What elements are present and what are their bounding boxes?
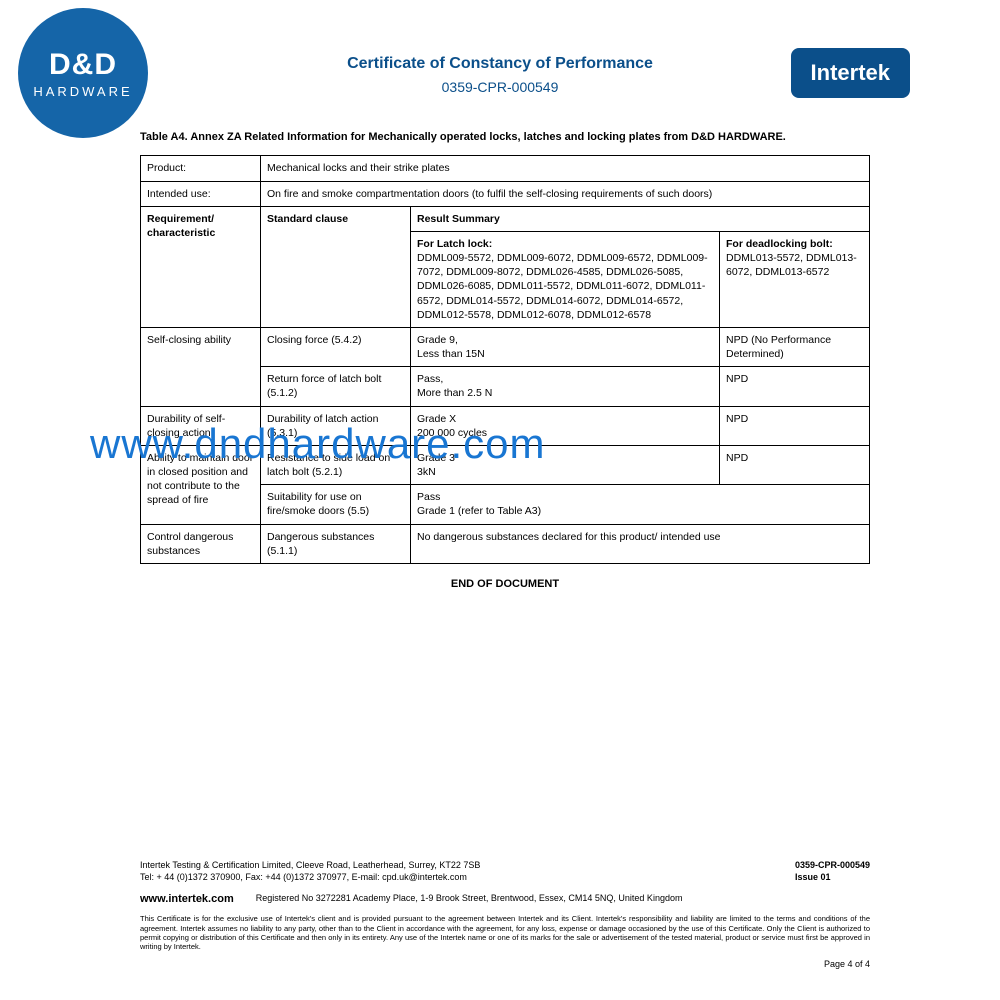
footer-row-address: Intertek Testing & Certification Limited… — [140, 859, 870, 883]
cell-std: Suitability for use on fire/smoke doors … — [261, 485, 411, 524]
table-row: Requirement/ characteristic Standard cla… — [141, 206, 870, 231]
cell-dead-result: NPD — [720, 445, 870, 484]
performance-table: Product: Mechanical locks and their stri… — [140, 155, 870, 564]
page-number: Page 4 of 4 — [140, 958, 870, 970]
cell-intended-label: Intended use: — [141, 181, 261, 206]
cell-product-value: Mechanical locks and their strike plates — [261, 156, 870, 181]
cell-deadbolt-models: For deadlocking bolt: DDML013-5572, DDML… — [720, 231, 870, 327]
cell-requirement-header: Requirement/ characteristic — [141, 206, 261, 327]
cell-std: Durability of latch action (5.3.1) — [261, 406, 411, 445]
footer-addr-line2: Tel: + 44 (0)1372 370900, Fax: +44 (0)13… — [140, 871, 480, 883]
cell-product-label: Product: — [141, 156, 261, 181]
main-content: Table A4. Annex ZA Related Information f… — [140, 130, 870, 590]
table-row: Ability to maintain door in closed posit… — [141, 445, 870, 484]
cell-std: Return force of latch bolt (5.1.2) — [261, 367, 411, 406]
cell-req: Self-closing ability — [141, 327, 261, 406]
table-row: Intended use: On fire and smoke compartm… — [141, 181, 870, 206]
footer-issue: Issue 01 — [795, 871, 870, 883]
dead-list: DDML013-5572, DDML013-6072, DDML013-6572 — [726, 252, 857, 278]
cell-latch-result: Grade X 200 000 cycles — [411, 406, 720, 445]
dead-header: For deadlocking bolt: — [726, 238, 833, 250]
end-of-document: END OF DOCUMENT — [140, 578, 870, 590]
cell-std: Dangerous substances (5.1.1) — [261, 524, 411, 563]
cell-result-header: Result Summary — [411, 206, 870, 231]
cell-intended-value: On fire and smoke compartmentation doors… — [261, 181, 870, 206]
intertek-badge: Intertek — [791, 48, 910, 98]
cell-result: No dangerous substances declared for thi… — [411, 524, 870, 563]
footer-disclaimer: This Certificate is for the exclusive us… — [140, 914, 870, 952]
table-row: Product: Mechanical locks and their stri… — [141, 156, 870, 181]
footer-address: Intertek Testing & Certification Limited… — [140, 859, 480, 883]
cell-latch-models: For Latch lock: DDML009-5572, DDML009-60… — [411, 231, 720, 327]
table-caption: Table A4. Annex ZA Related Information f… — [140, 130, 870, 145]
latch-list: DDML009-5572, DDML009-6072, DDML009-6572… — [417, 252, 708, 321]
cell-std: Closing force (5.4.2) — [261, 327, 411, 366]
footer-addr-line1: Intertek Testing & Certification Limited… — [140, 859, 480, 871]
cell-standard-header: Standard clause — [261, 206, 411, 327]
cell-req: Ability to maintain door in closed posit… — [141, 445, 261, 524]
footer-row-web: www.intertek.com Registered No 3272281 A… — [140, 892, 870, 907]
cell-std: Resistance to side load on latch bolt (5… — [261, 445, 411, 484]
footer-website: www.intertek.com — [140, 892, 234, 907]
cell-latch-result: Grade 9, Less than 15N — [411, 327, 720, 366]
cell-dead-result: NPD (No Performance Determined) — [720, 327, 870, 366]
table-row: Durability of self-closing action Durabi… — [141, 406, 870, 445]
cell-latch-result: Grade 3 3kN — [411, 445, 720, 484]
cell-dead-result: NPD — [720, 406, 870, 445]
footer: Intertek Testing & Certification Limited… — [140, 859, 870, 970]
cell-req: Control dangerous substances — [141, 524, 261, 563]
cell-req: Durability of self-closing action — [141, 406, 261, 445]
footer-reference: 0359-CPR-000549 Issue 01 — [795, 859, 870, 883]
table-row: Control dangerous substances Dangerous s… — [141, 524, 870, 563]
cell-result: Pass Grade 1 (refer to Table A3) — [411, 485, 870, 524]
table-row: Self-closing ability Closing force (5.4.… — [141, 327, 870, 366]
cell-dead-result: NPD — [720, 367, 870, 406]
footer-registered: Registered No 3272281 Academy Place, 1-9… — [256, 892, 683, 904]
footer-ref-number: 0359-CPR-000549 — [795, 859, 870, 871]
cell-latch-result: Pass, More than 2.5 N — [411, 367, 720, 406]
latch-header: For Latch lock: — [417, 238, 492, 250]
